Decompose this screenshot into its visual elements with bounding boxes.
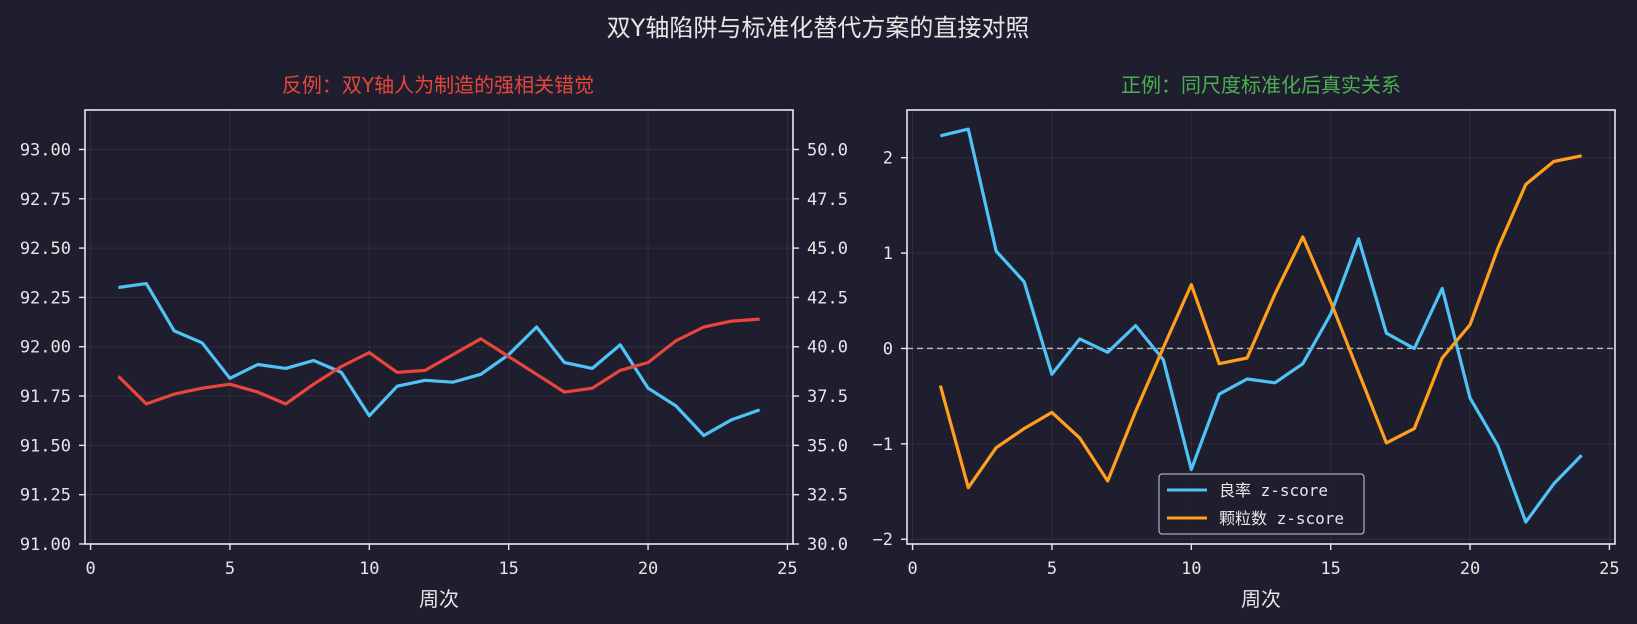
left-xtick-label-0: 0 <box>85 559 95 579</box>
right-axis-tick-label-3: 37.5 <box>807 387 848 407</box>
legend: 良率 z-score 颗粒数 z-score <box>1158 473 1365 535</box>
left-ytick-label-7: 92.75 <box>20 190 71 210</box>
left-plot-frame <box>84 109 794 545</box>
left-series-line-0 <box>118 282 761 438</box>
left-series-line-1 <box>117 317 760 406</box>
left-ytick-label-8: 93.00 <box>20 140 71 160</box>
right-axis-tick-label-1: 32.5 <box>807 486 848 506</box>
left-ytick-label-2: 91.50 <box>20 436 71 456</box>
right-xtick-label-0: 0 <box>907 559 917 579</box>
right-chart-title: 正例：同尺度标准化后真实关系 <box>1121 73 1401 97</box>
right-xtick-label-5: 25 <box>1599 559 1619 579</box>
legend-label-particles: 颗粒数 z-score <box>1219 509 1344 528</box>
left-xtick-label-5: 25 <box>777 559 797 579</box>
right-axis-tick-label-6: 45.0 <box>807 239 848 259</box>
right-axis-tick-label-7: 47.5 <box>807 190 848 210</box>
left-xtick-label-4: 20 <box>638 559 658 579</box>
right-x-axis-label: 周次 <box>1241 587 1281 611</box>
left-ytick-label-1: 91.25 <box>20 486 71 506</box>
right-ytick-label-4: 2 <box>883 149 893 169</box>
left-xtick-label-2: 10 <box>359 559 379 579</box>
left-xtick-label-1: 5 <box>225 559 235 579</box>
right-series-line-0 <box>940 127 1583 524</box>
right-series-line-1 <box>938 154 1582 490</box>
left-ytick-label-6: 92.50 <box>20 239 71 259</box>
right-axis-tick-label-5: 42.5 <box>807 288 848 308</box>
left-xtick-label-3: 15 <box>498 559 518 579</box>
left-ytick-label-5: 92.25 <box>20 288 71 308</box>
right-plot-frame <box>906 109 1616 545</box>
right-xtick-label-1: 5 <box>1047 559 1057 579</box>
left-ytick-label-0: 91.00 <box>20 535 71 555</box>
figure-suptitle: 双Y轴陷阱与标准化替代方案的直接对照 <box>607 14 1030 42</box>
zscore-chart: 正例：同尺度标准化后真实关系 0 5 10 15 20 25 −2 −1 0 1 2 周次 良率 … <box>873 73 1620 611</box>
left-ytick-label-4: 92.00 <box>20 338 71 358</box>
right-xtick-label-4: 20 <box>1460 559 1480 579</box>
right-axis-tick-label-0: 30.0 <box>807 535 848 555</box>
right-ytick-label-2: 0 <box>883 339 893 359</box>
legend-box <box>1158 473 1365 535</box>
right-axis-tick-label-2: 35.0 <box>807 436 848 456</box>
right-axis-tick-label-8: 50.0 <box>807 140 848 160</box>
left-chart-title: 反例：双Y轴人为制造的强相关错觉 <box>282 73 594 97</box>
left-ytick-label-3: 91.75 <box>20 387 71 407</box>
right-xtick-label-2: 10 <box>1181 559 1201 579</box>
left-x-axis-label: 周次 <box>419 587 459 611</box>
right-axis-tick-label-4: 40.0 <box>807 338 848 358</box>
right-ytick-label-1: −1 <box>873 435 893 455</box>
right-ytick-label-0: −2 <box>873 530 893 550</box>
dual-axis-chart: 反例：双Y轴人为制造的强相关错觉 0 5 10 15 20 25 91.00 91.25 91… <box>20 73 848 611</box>
legend-label-yield: 良率 z-score <box>1219 481 1328 500</box>
right-ytick-label-3: 1 <box>883 244 893 264</box>
right-xtick-label-3: 15 <box>1320 559 1340 579</box>
